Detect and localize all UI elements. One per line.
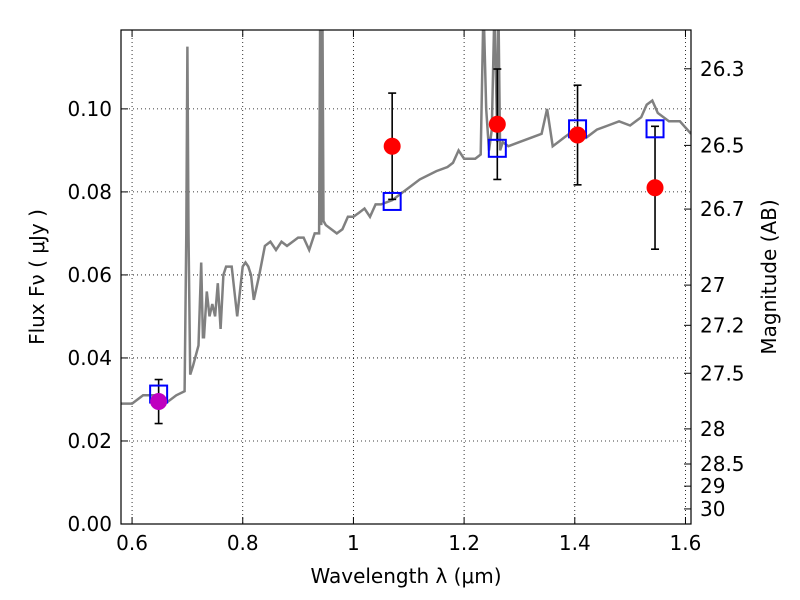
magnitude-tick-label: 26.7 bbox=[700, 197, 745, 221]
magnitude-tick-label: 30 bbox=[700, 497, 725, 521]
magnitude-tick-label: 29 bbox=[700, 474, 725, 498]
y-tick-label: 0.04 bbox=[67, 346, 112, 370]
y-tick-label: 0.06 bbox=[67, 263, 112, 287]
magnitude-tick-label: 27.2 bbox=[700, 313, 745, 337]
magnitude-tick-label: 28.5 bbox=[700, 452, 745, 476]
magnitude-tick-label: 28 bbox=[700, 417, 725, 441]
x-tick-label: 1 bbox=[347, 531, 360, 555]
magnitude-tick-label: 26.3 bbox=[700, 57, 745, 81]
x-tick-label: 0.8 bbox=[227, 531, 259, 555]
model-photometry-square bbox=[645, 119, 665, 139]
y-axis-title: Flux Fν ( μJy ) bbox=[25, 209, 49, 345]
magnitude-tick-label: 27.5 bbox=[700, 361, 745, 385]
model-spectrum-line bbox=[121, 30, 691, 406]
observed-point bbox=[488, 115, 506, 133]
observed-point bbox=[646, 179, 664, 197]
x-tick-label: 1.4 bbox=[559, 531, 591, 555]
observed-point bbox=[150, 393, 168, 411]
magnitude-axis-title: Magnitude (AB) bbox=[757, 199, 781, 354]
observed-point bbox=[569, 126, 587, 144]
plot-frame bbox=[120, 29, 692, 525]
observed-point bbox=[383, 137, 401, 155]
magnitude-tick-label: 26.5 bbox=[700, 133, 745, 157]
y-tick-label: 0.10 bbox=[67, 97, 112, 121]
x-tick-label: 1.6 bbox=[670, 531, 702, 555]
plot-area bbox=[121, 30, 691, 524]
model-photometry-square bbox=[382, 191, 402, 211]
y-tick-label: 0.08 bbox=[67, 180, 112, 204]
x-axis-title: Wavelength λ (μm) bbox=[310, 564, 501, 588]
magnitude-tick-label: 27 bbox=[700, 273, 725, 297]
x-axis-ticks: 0.6 0.8 1 1.2 1.4 1.6 bbox=[116, 30, 701, 555]
y-tick-label: 0.02 bbox=[67, 429, 112, 453]
y-tick-label: 0.00 bbox=[67, 512, 112, 536]
y-axis-ticks: 0.00 0.02 0.04 0.06 0.08 0.10 bbox=[67, 97, 128, 536]
x-tick-label: 1.2 bbox=[448, 531, 480, 555]
model-photometry-square bbox=[487, 138, 507, 158]
x-tick-label: 0.6 bbox=[116, 531, 148, 555]
markers bbox=[149, 115, 665, 411]
plot-layer bbox=[121, 30, 691, 406]
